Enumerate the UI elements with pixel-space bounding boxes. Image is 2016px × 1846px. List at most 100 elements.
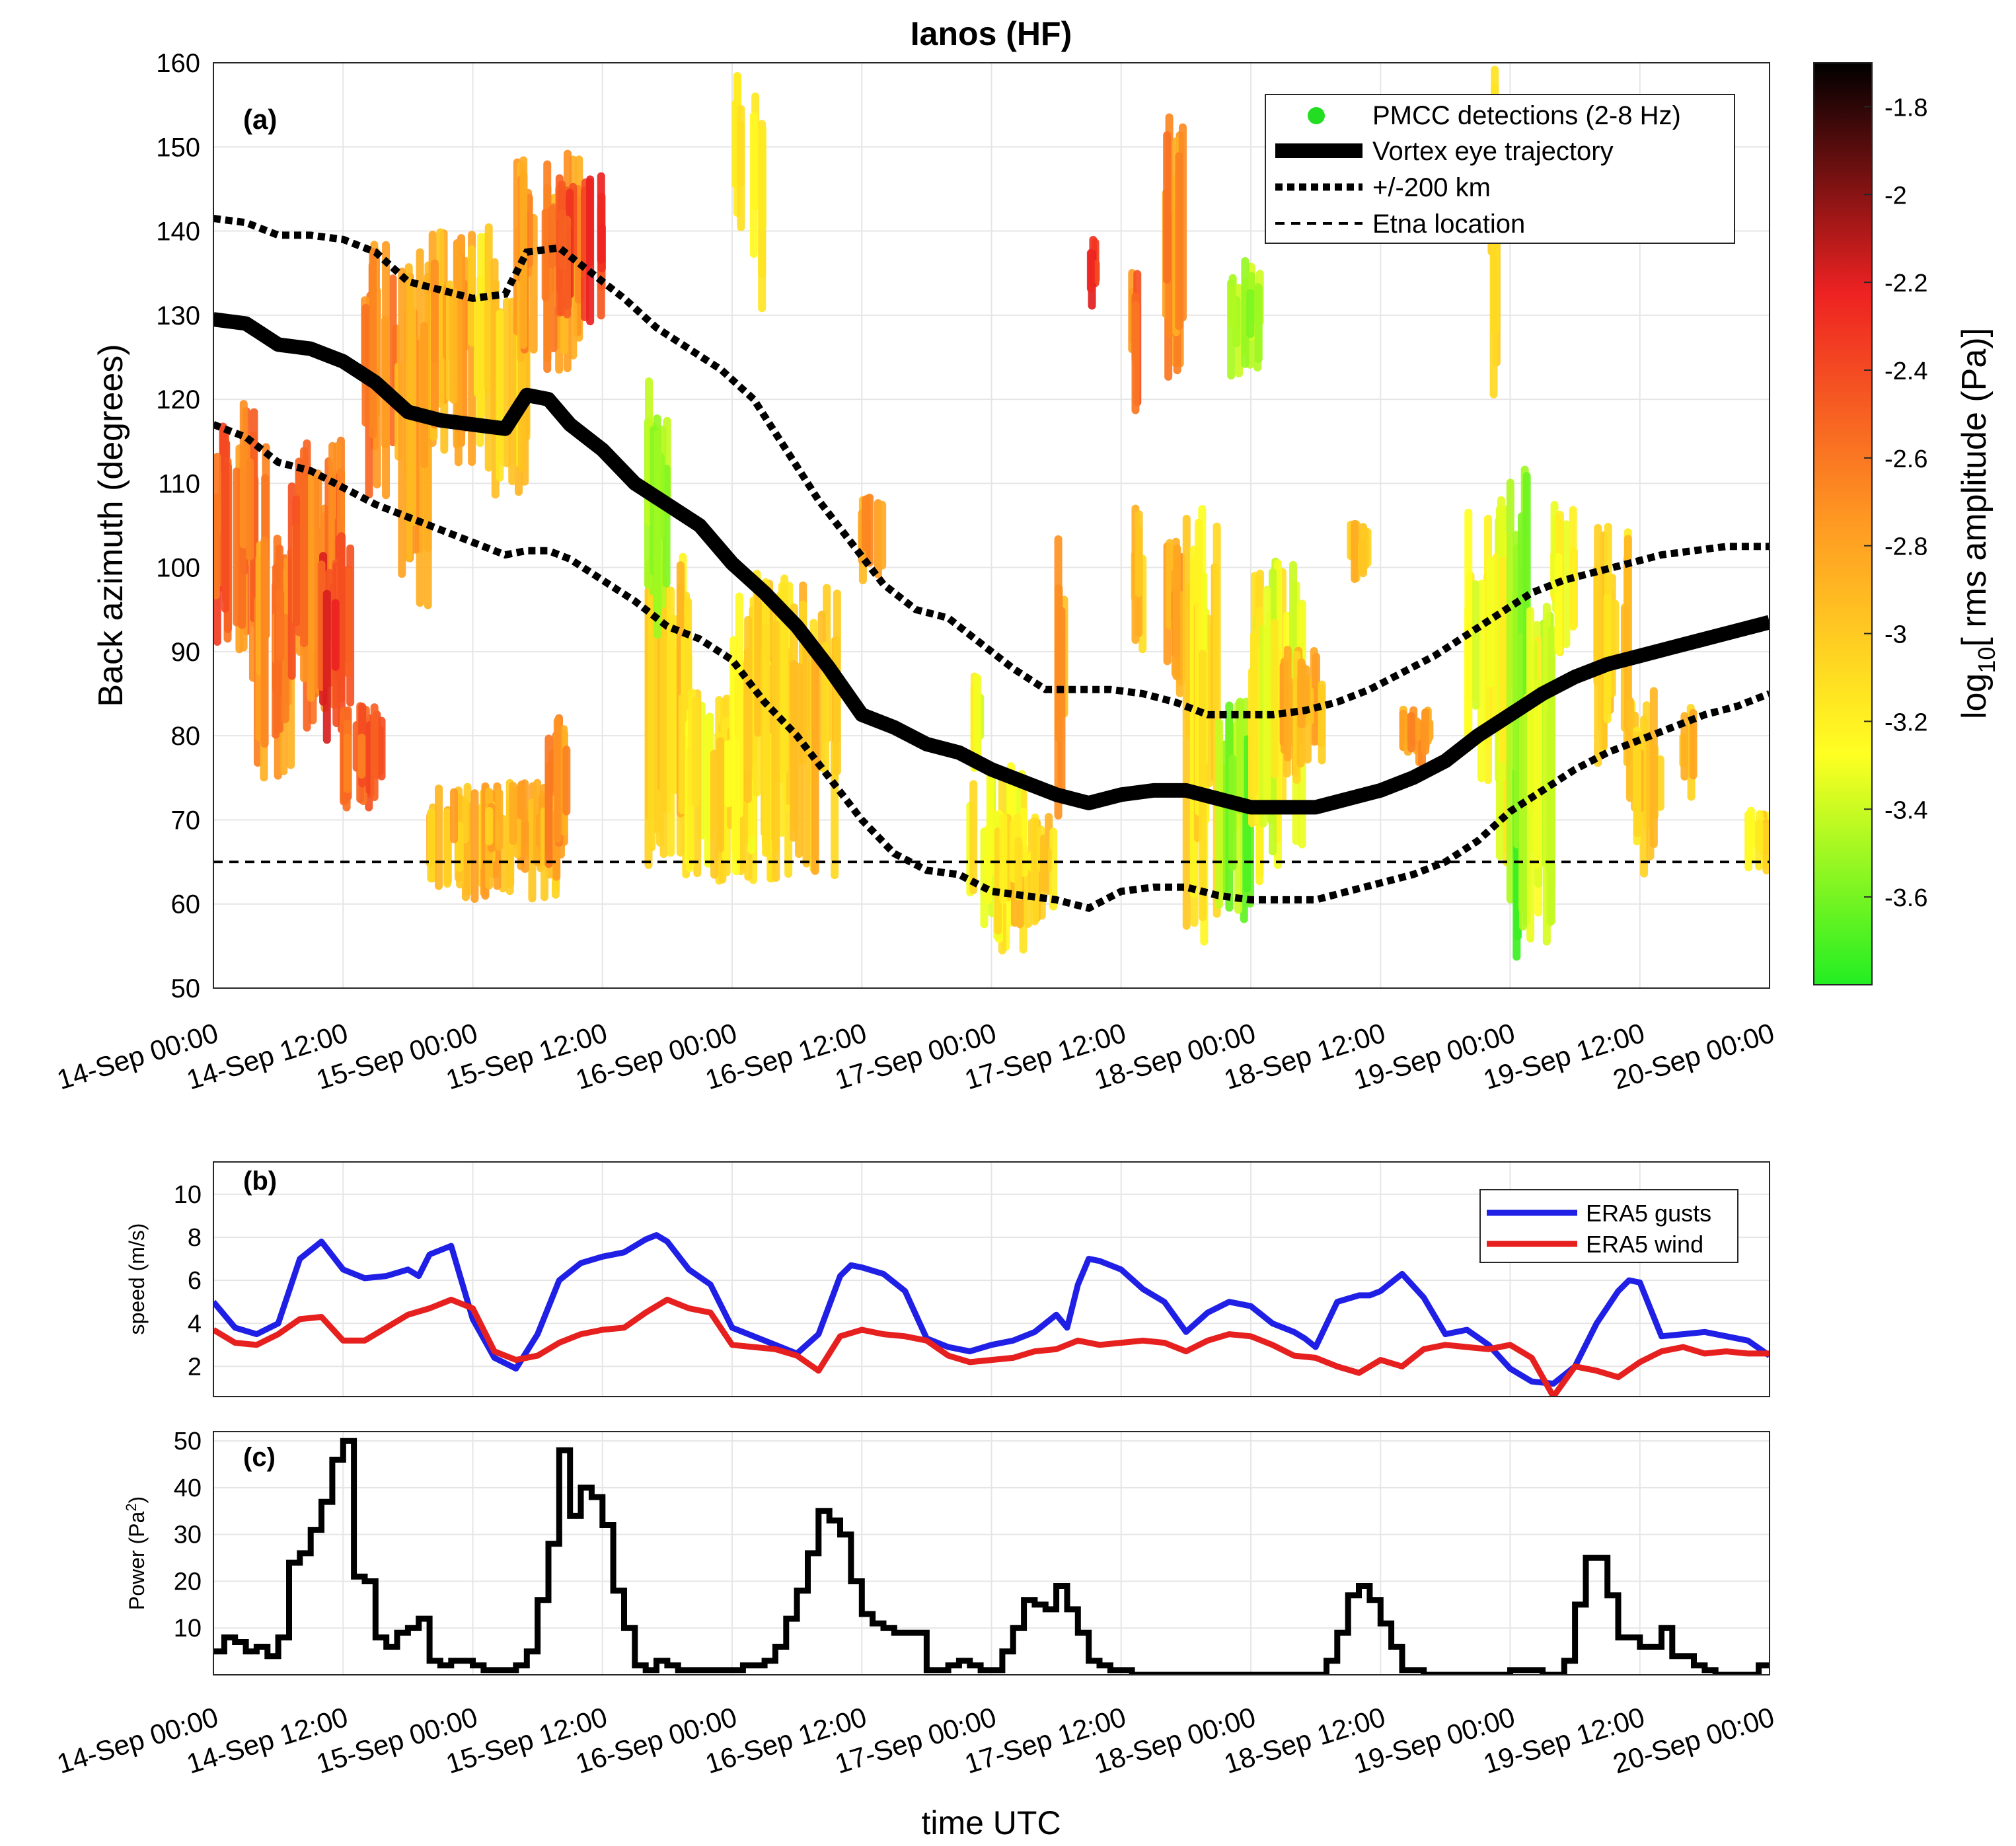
- detection-streak: [496, 309, 504, 482]
- detection-streak: [553, 716, 562, 843]
- panel-a-ytick-label: 160: [156, 49, 200, 78]
- detection-streak: [1633, 731, 1642, 837]
- detection-streak: [519, 156, 528, 350]
- detection-streak: [716, 737, 725, 853]
- detection-streak: [772, 620, 780, 882]
- detection-streak: [430, 259, 439, 429]
- detection-streak: [427, 808, 435, 883]
- colorbar-label-base: log: [1955, 673, 1994, 719]
- detection-streak: [1611, 599, 1620, 666]
- panel-b-lines: [213, 1232, 1770, 1397]
- detection-streak: [221, 428, 229, 613]
- panel-c-frame: [213, 1431, 1770, 1675]
- panel-b-ytick-label: 6: [188, 1267, 202, 1295]
- detection-streak: [361, 303, 370, 427]
- detection-streak: [1472, 580, 1480, 710]
- detection-streak: [470, 789, 479, 903]
- detection-streak: [344, 733, 352, 794]
- detection-streak: [420, 322, 428, 469]
- detection-streak: [1562, 520, 1571, 648]
- colorbar-tick-label: -2.4: [1885, 358, 1927, 385]
- detection-streak: [758, 125, 766, 231]
- detection-streak: [586, 175, 595, 326]
- detection-streak: [485, 806, 494, 846]
- panel-b-ytick-label: 2: [188, 1353, 202, 1381]
- detection-streak: [1228, 286, 1236, 328]
- detection-streak: [795, 662, 803, 859]
- detection-streak: [1172, 584, 1181, 681]
- panel-c-ytick-label: 30: [174, 1521, 202, 1549]
- detection-streak: [1297, 658, 1306, 729]
- detection-streak: [1254, 284, 1263, 364]
- detection-streak: [435, 785, 443, 890]
- detection-streak: [1318, 680, 1326, 765]
- detection-streak: [1182, 514, 1191, 930]
- panel-a-ytick-label: 140: [156, 217, 200, 247]
- detection-streak: [744, 615, 753, 771]
- panel-c-ylabel-base: Power (Pa: [125, 1512, 149, 1611]
- detection-streak: [476, 299, 484, 447]
- power-stairs-line: [213, 1438, 1770, 1675]
- detection-streak: [548, 205, 556, 268]
- colorbar: -1.8 -2 -2.2 -2.4 -2.6 -2.8 -3 -3.2 -3.4 -3.6 log…: [1813, 62, 2000, 985]
- panel-a-ytick-label: 120: [156, 385, 200, 414]
- detection-streak: [1135, 510, 1143, 597]
- detection-streak: [246, 458, 254, 561]
- detection-streak: [754, 581, 763, 737]
- detection-streak: [541, 208, 550, 302]
- detection-streak: [969, 780, 978, 894]
- detection-streak: [331, 599, 340, 671]
- colorbar-label-rest: [ rms amplitude (Pa)]: [1955, 328, 1994, 647]
- legend-label-trajectory: Vortex eye trajectory: [1372, 137, 1614, 166]
- detection-streak: [984, 825, 992, 905]
- detection-streak: [1656, 755, 1664, 811]
- panel-a-label: (a): [243, 104, 277, 135]
- detection-streak: [653, 430, 662, 639]
- panel-b-ytick-label: 4: [188, 1310, 202, 1338]
- detection-streak: [678, 693, 687, 814]
- detection-streak: [1175, 152, 1183, 330]
- figure-title: Ianos (HF): [911, 15, 1072, 52]
- detection-streak: [811, 642, 819, 875]
- legend-label-wind: ERA5 wind: [1586, 1231, 1703, 1258]
- colorbar-tick-label: -3.6: [1885, 884, 1927, 912]
- detection-streak: [1214, 718, 1223, 909]
- lower-bound-line: [213, 421, 1770, 912]
- detection-streak: [509, 781, 517, 845]
- detection-streak: [1421, 709, 1430, 755]
- panel-b-yticks: 2 4 6 8 10: [174, 1181, 202, 1381]
- detection-streak: [398, 267, 406, 578]
- panel-a-ytick-label: 150: [156, 133, 200, 162]
- detection-streak: [1526, 607, 1535, 942]
- detection-streak: [1014, 837, 1023, 901]
- colorbar-ticks: -1.8 -2 -2.2 -2.4 -2.6 -2.8 -3 -3.2 -3.4 -3.6: [1864, 94, 1927, 912]
- upper-bound-line: [213, 215, 1770, 718]
- detection-streak: [1518, 703, 1527, 931]
- detection-streak: [521, 820, 529, 873]
- panel-a-ytick-label: 110: [158, 469, 200, 498]
- detection-streak: [704, 714, 712, 868]
- detection-streak: [1131, 301, 1140, 414]
- panel-c-ytick-label: 50: [174, 1428, 202, 1455]
- detection-streak: [1236, 697, 1244, 814]
- panel-c-ytick-label: 20: [174, 1568, 202, 1596]
- legend-label-gusts: ERA5 gusts: [1586, 1200, 1711, 1227]
- detection-streak: [1270, 619, 1279, 779]
- panel-c-lines: [213, 1438, 1770, 1675]
- panel-c-ylabel-sup: 2: [123, 1504, 139, 1512]
- panel-a-ytick-label: 50: [171, 974, 201, 1003]
- legend-label-bounds: +/-200 km: [1372, 173, 1491, 202]
- detection-streak: [999, 813, 1008, 904]
- panel-b-frame: [213, 1161, 1770, 1397]
- wind-line: [213, 1296, 1770, 1397]
- colorbar-tick-label: -3.2: [1885, 709, 1927, 736]
- legend-box: [1265, 94, 1735, 244]
- panel-a-ytick-label: 100: [156, 554, 200, 583]
- panel-a-ytick-label: 70: [171, 806, 201, 835]
- panel-c-yticks: 10 20 30 40 50: [174, 1428, 202, 1642]
- x-axis-label: time UTC: [921, 1804, 1061, 1841]
- detection-streak: [344, 566, 352, 677]
- legend-label-etna: Etna location: [1372, 210, 1525, 239]
